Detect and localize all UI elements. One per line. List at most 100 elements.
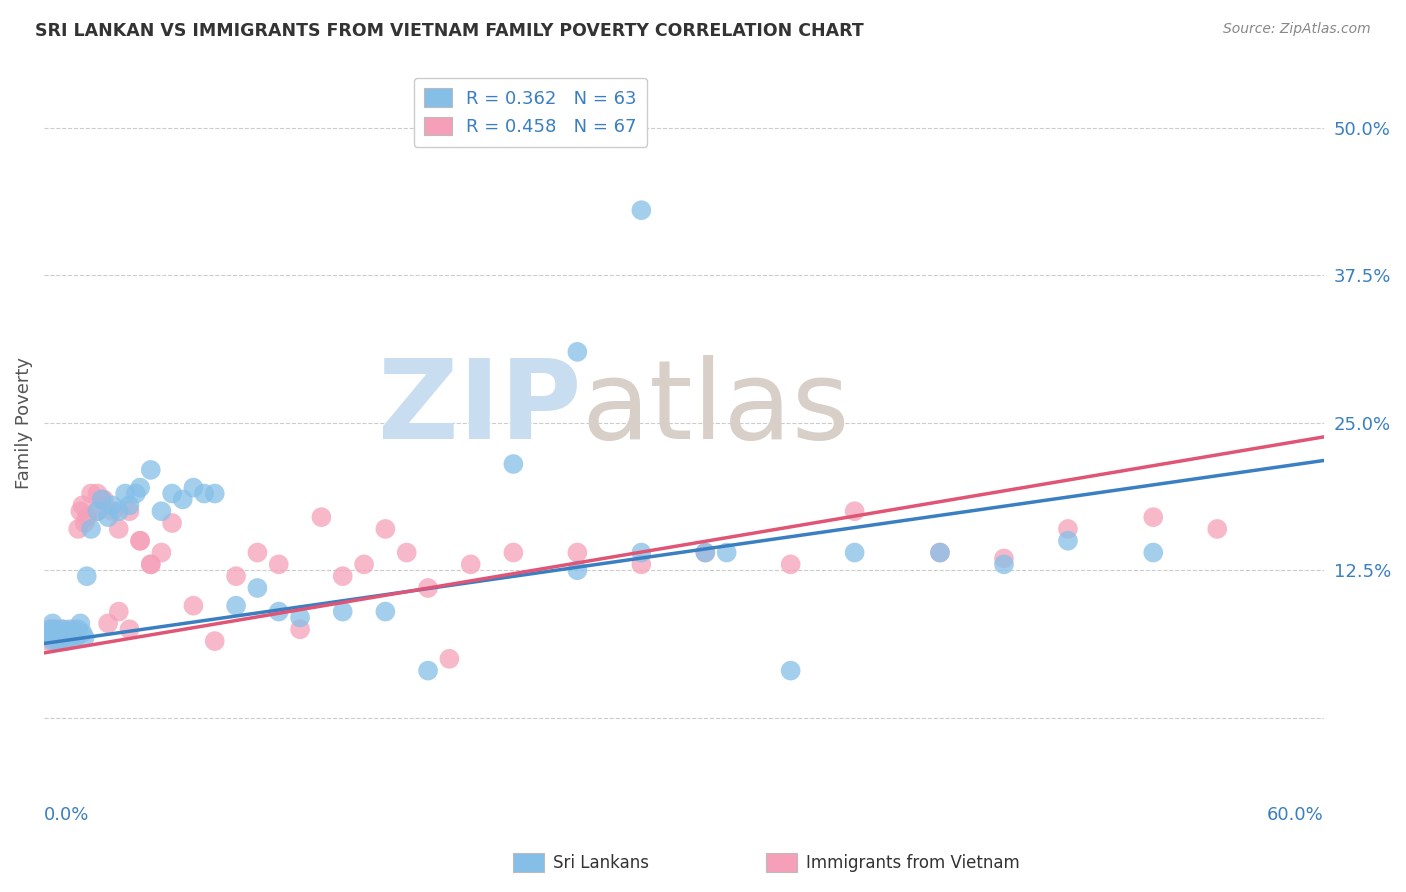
- Point: [44, 628, 66, 642]
- Point: [48, 624, 70, 639]
- Point: [246, 581, 269, 595]
- Point: [37, 634, 59, 648]
- Point: [416, 581, 439, 595]
- Point: [460, 558, 482, 572]
- Point: [630, 558, 652, 572]
- Point: [45, 634, 67, 648]
- Text: SRI LANKAN VS IMMIGRANTS FROM VIETNAM FAMILY POVERTY CORRELATION CHART: SRI LANKAN VS IMMIGRANTS FROM VIETNAM FA…: [35, 22, 863, 40]
- Point: [60, 625, 83, 640]
- Point: [129, 533, 152, 548]
- Point: [395, 545, 418, 559]
- Point: [76, 569, 98, 583]
- Point: [51, 624, 73, 639]
- Point: [929, 545, 952, 559]
- Point: [73, 631, 96, 645]
- Point: [55, 634, 77, 648]
- Point: [48, 628, 70, 642]
- Point: [51, 622, 73, 636]
- Point: [929, 545, 952, 559]
- Point: [779, 664, 801, 678]
- Point: [73, 516, 96, 530]
- Point: [114, 486, 136, 500]
- Point: [86, 486, 108, 500]
- Point: [225, 599, 247, 613]
- Point: [160, 516, 183, 530]
- Point: [101, 499, 124, 513]
- Point: [125, 486, 148, 500]
- Point: [225, 569, 247, 583]
- Point: [139, 463, 162, 477]
- Point: [118, 504, 141, 518]
- Point: [86, 504, 108, 518]
- Point: [45, 625, 67, 640]
- Point: [150, 504, 173, 518]
- Point: [183, 481, 205, 495]
- Point: [63, 631, 86, 645]
- Point: [374, 522, 396, 536]
- Point: [45, 625, 67, 640]
- Point: [567, 563, 589, 577]
- Point: [695, 545, 717, 559]
- Point: [779, 558, 801, 572]
- Point: [93, 492, 115, 507]
- Point: [139, 558, 162, 572]
- Point: [107, 605, 129, 619]
- Point: [44, 628, 66, 642]
- Text: Source: ZipAtlas.com: Source: ZipAtlas.com: [1223, 22, 1371, 37]
- Point: [1206, 522, 1229, 536]
- Point: [993, 551, 1015, 566]
- Point: [69, 504, 91, 518]
- Point: [118, 499, 141, 513]
- Point: [630, 203, 652, 218]
- Legend: R = 0.362   N = 63, R = 0.458   N = 67: R = 0.362 N = 63, R = 0.458 N = 67: [413, 78, 647, 147]
- Point: [993, 558, 1015, 572]
- Point: [67, 622, 90, 636]
- Point: [118, 622, 141, 636]
- Point: [39, 622, 62, 636]
- Point: [1142, 510, 1164, 524]
- Point: [502, 545, 524, 559]
- Point: [172, 492, 194, 507]
- Point: [267, 605, 290, 619]
- Point: [630, 545, 652, 559]
- Point: [72, 499, 94, 513]
- Point: [844, 545, 866, 559]
- Point: [52, 634, 75, 648]
- Text: atlas: atlas: [582, 355, 851, 462]
- Point: [65, 628, 87, 642]
- Point: [67, 522, 90, 536]
- Point: [51, 631, 73, 645]
- Point: [716, 545, 738, 559]
- Point: [97, 616, 120, 631]
- Point: [80, 522, 103, 536]
- Point: [44, 622, 66, 636]
- Point: [311, 510, 333, 524]
- Point: [107, 522, 129, 536]
- Point: [332, 569, 354, 583]
- Point: [72, 625, 94, 640]
- Point: [129, 533, 152, 548]
- Point: [65, 631, 87, 645]
- Text: 60.0%: 60.0%: [1267, 806, 1324, 824]
- Point: [353, 558, 375, 572]
- Point: [59, 622, 82, 636]
- Point: [59, 625, 82, 640]
- Point: [129, 481, 152, 495]
- Point: [374, 605, 396, 619]
- Point: [150, 545, 173, 559]
- Point: [69, 616, 91, 631]
- Point: [101, 504, 124, 518]
- Point: [97, 510, 120, 524]
- Point: [1142, 545, 1164, 559]
- Point: [567, 545, 589, 559]
- Point: [416, 664, 439, 678]
- Point: [246, 545, 269, 559]
- Point: [55, 624, 77, 639]
- Point: [567, 344, 589, 359]
- Point: [204, 486, 226, 500]
- Point: [56, 631, 79, 645]
- Point: [288, 622, 311, 636]
- Point: [160, 486, 183, 500]
- Point: [76, 510, 98, 524]
- Text: Sri Lankans: Sri Lankans: [553, 854, 648, 871]
